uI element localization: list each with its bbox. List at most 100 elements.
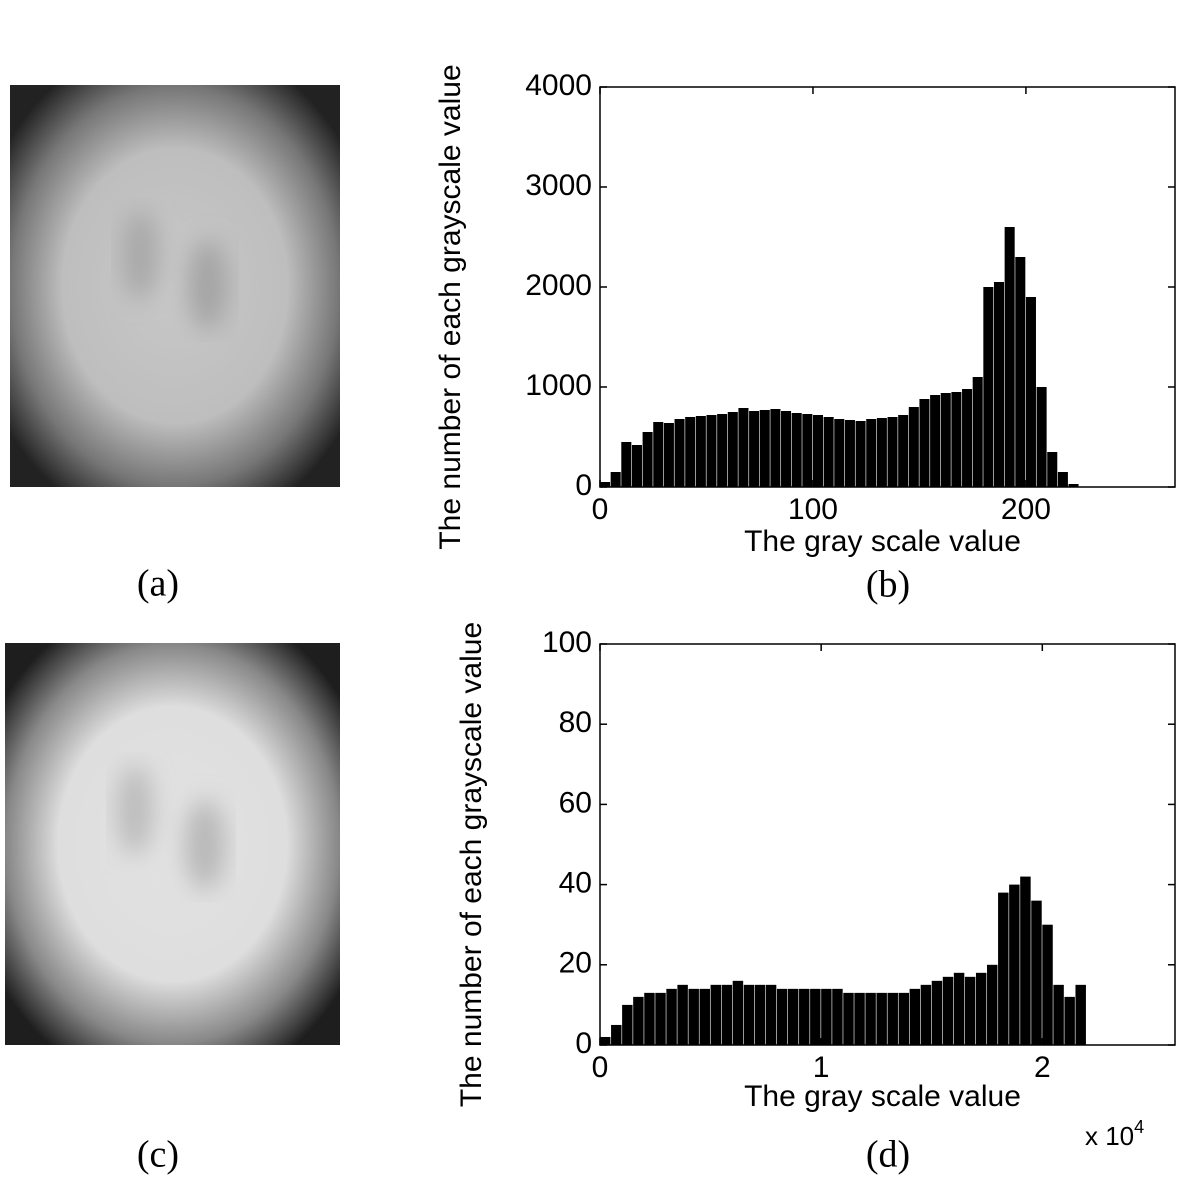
bar [666, 988, 677, 1045]
bar [611, 1024, 622, 1045]
bar [717, 414, 728, 487]
bar [898, 992, 910, 1045]
bar [787, 988, 799, 1045]
bar [677, 984, 688, 1045]
bar [962, 389, 973, 487]
bar [644, 992, 655, 1045]
bar [1053, 984, 1064, 1045]
bar [781, 411, 792, 487]
bar [631, 445, 642, 487]
x-tick-label: 1 [813, 1051, 830, 1084]
image-c-shading [117, 765, 225, 890]
bar [876, 418, 887, 487]
bar [1004, 227, 1015, 487]
bar [749, 411, 760, 487]
bar [887, 992, 898, 1045]
x-tick-label: 0 [592, 1051, 609, 1084]
x-tick-label: 2 [1034, 1051, 1051, 1084]
bar [1047, 452, 1058, 487]
bar [983, 287, 994, 487]
y-axis-label: The number of each grayscale value [455, 622, 488, 1107]
bar [642, 432, 653, 487]
bar [953, 972, 965, 1045]
bar [854, 992, 865, 1045]
x-axis-label: The gray scale value [744, 1080, 1021, 1113]
bar [1075, 984, 1086, 1045]
bar [1015, 257, 1026, 487]
bar [866, 419, 877, 487]
x-multiplier-base: x 10 [1085, 1121, 1134, 1151]
bar [909, 988, 921, 1045]
x-multiplier-exponent: 4 [1134, 1117, 1144, 1137]
bar [710, 984, 722, 1045]
bar [810, 988, 821, 1045]
panel-label: (b) [866, 564, 910, 606]
x-tick-label: 200 [1001, 493, 1051, 526]
y-tick-label: 80 [559, 706, 592, 739]
panel-label: (d) [866, 1134, 910, 1176]
bar [844, 420, 855, 487]
image-a [10, 85, 340, 487]
bar [655, 992, 666, 1045]
bar [964, 976, 976, 1045]
bar [765, 984, 777, 1045]
y-tick-label: 40 [559, 867, 592, 900]
bar [721, 984, 733, 1045]
bar [876, 992, 887, 1045]
bar [633, 996, 644, 1045]
bar [832, 988, 843, 1045]
bar [1009, 884, 1020, 1045]
panel-label: (a) [137, 563, 179, 605]
bar [1042, 924, 1053, 1045]
y-tick-label: 20 [559, 947, 592, 980]
x-tick-label: 100 [788, 493, 838, 526]
bar [600, 482, 611, 487]
bar [940, 393, 951, 487]
bar [674, 419, 685, 487]
bar [1036, 387, 1047, 487]
bar [802, 414, 813, 487]
bar [855, 421, 866, 487]
bar [732, 980, 744, 1045]
bar [688, 988, 699, 1045]
bar [993, 282, 1005, 487]
bar [908, 407, 919, 487]
bar [812, 415, 824, 487]
bar [823, 417, 834, 487]
bar [699, 988, 710, 1045]
bar [931, 980, 943, 1045]
x-multiplier: x 104 [1085, 1117, 1144, 1151]
bar [843, 992, 854, 1045]
bar [930, 395, 941, 487]
bar [998, 892, 1009, 1045]
x-tick-label: 0 [592, 493, 609, 526]
image-c [5, 643, 340, 1045]
bar [622, 1004, 633, 1045]
bar [727, 412, 738, 487]
y-tick-label: 4000 [525, 69, 592, 102]
y-tick-label: 0 [575, 1027, 592, 1060]
bar [1031, 900, 1042, 1045]
bar [663, 423, 674, 487]
y-axis-label: The number of each grayscale value [434, 64, 467, 549]
bar [821, 988, 832, 1045]
bar [770, 409, 781, 487]
y-tick-label: 0 [575, 469, 592, 502]
bar [1025, 297, 1036, 487]
bar [920, 984, 932, 1045]
bar [791, 413, 802, 487]
y-tick-label: 1000 [525, 369, 592, 402]
bar [743, 984, 755, 1045]
bar [1057, 472, 1068, 487]
bar [653, 422, 664, 487]
bar [834, 419, 845, 487]
x-axis-label: The gray scale value [744, 525, 1021, 558]
bar [1068, 484, 1079, 487]
bar [776, 988, 788, 1045]
bar [898, 415, 909, 487]
bar [738, 408, 749, 487]
bar [759, 410, 770, 487]
bar [972, 377, 983, 487]
